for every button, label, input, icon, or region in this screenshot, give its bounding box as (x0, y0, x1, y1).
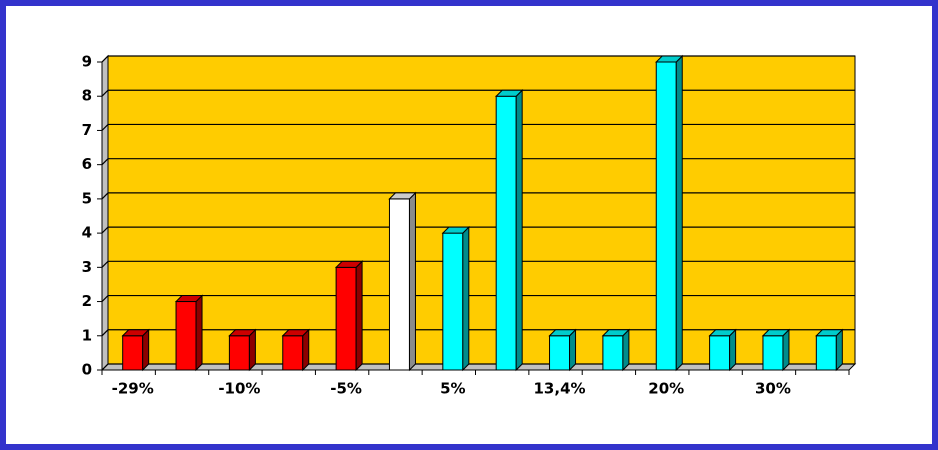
x-tick-label: 20% (648, 380, 684, 398)
y-tick-label: 7 (82, 121, 92, 139)
bar-side (195, 294, 203, 372)
bar-front (282, 335, 304, 371)
bar-top (761, 329, 791, 337)
bar-front (122, 335, 144, 371)
bar (708, 328, 737, 372)
bar-side (462, 225, 470, 372)
grid-line (101, 89, 855, 97)
bar-front (335, 266, 357, 371)
bar-side (142, 328, 150, 372)
bar-side (302, 328, 310, 372)
bar (601, 328, 631, 372)
bar-front (175, 301, 197, 371)
bar-side (835, 328, 843, 372)
y-tick-label: 6 (82, 155, 92, 173)
bar-top (494, 89, 524, 97)
bar (815, 328, 844, 372)
bar-top (281, 329, 310, 337)
y-tick-label: 8 (82, 87, 92, 105)
y-tick-label: 5 (82, 189, 92, 207)
bar-front (655, 61, 677, 371)
grid-line (101, 123, 855, 131)
bar-front (388, 198, 410, 371)
y-tick-label: 2 (82, 292, 92, 310)
bar-front (602, 335, 624, 371)
bar (388, 191, 417, 372)
bar-front (228, 335, 250, 371)
bar-side (569, 328, 577, 372)
bar-front (495, 95, 517, 371)
bar-top (174, 295, 204, 303)
bar (174, 294, 204, 372)
grid-line (101, 294, 855, 302)
grid-line (101, 329, 855, 337)
bar-top (121, 329, 150, 337)
bar-top (815, 329, 844, 337)
bar-top (228, 329, 257, 337)
bar (441, 225, 471, 372)
bar-side (622, 328, 630, 372)
y-tick-label: 0 (82, 361, 92, 379)
y-tick-label: 3 (82, 258, 92, 276)
bar (761, 328, 791, 372)
bar-front (762, 335, 784, 371)
bar-side (729, 328, 737, 372)
bar (494, 89, 524, 372)
x-tick-label: 13,4% (534, 380, 586, 398)
grid-line (101, 158, 855, 166)
x-tick-label: -5% (330, 380, 362, 398)
plot-side (101, 54, 109, 372)
bar-side (782, 328, 790, 372)
grid-line (101, 192, 855, 200)
bar (548, 328, 577, 372)
bar (121, 328, 150, 372)
bar (281, 328, 310, 372)
bar-top (441, 226, 471, 234)
bar-top (655, 55, 684, 63)
bar-side (248, 328, 256, 372)
bar-front (442, 232, 464, 371)
x-tick-label: 5% (440, 380, 465, 398)
bar-front (815, 335, 837, 371)
bar-top (708, 329, 737, 337)
x-tick-label: 30% (755, 380, 791, 398)
x-tick-label: -29% (112, 380, 154, 398)
x-tick-label: -10% (218, 380, 260, 398)
y-tick-label: 1 (82, 326, 92, 344)
plot-floor (100, 363, 857, 371)
bar-top (601, 329, 631, 337)
bar (334, 260, 364, 372)
grid-line (101, 226, 855, 234)
bar-side (515, 89, 523, 372)
bar-front (709, 335, 731, 371)
bar-side (408, 191, 416, 372)
y-tick-label: 9 (82, 53, 92, 71)
bar-top (388, 192, 417, 200)
grid-line (101, 260, 855, 268)
bar-top (334, 260, 364, 268)
bar-side (355, 260, 363, 372)
bar-side (675, 54, 683, 372)
bar (228, 328, 257, 372)
bar-top (548, 329, 577, 337)
bar-front (549, 335, 571, 371)
grid-line (101, 55, 855, 63)
plot-wall (107, 55, 856, 365)
y-tick-label: 4 (82, 224, 92, 242)
bar (655, 54, 684, 372)
